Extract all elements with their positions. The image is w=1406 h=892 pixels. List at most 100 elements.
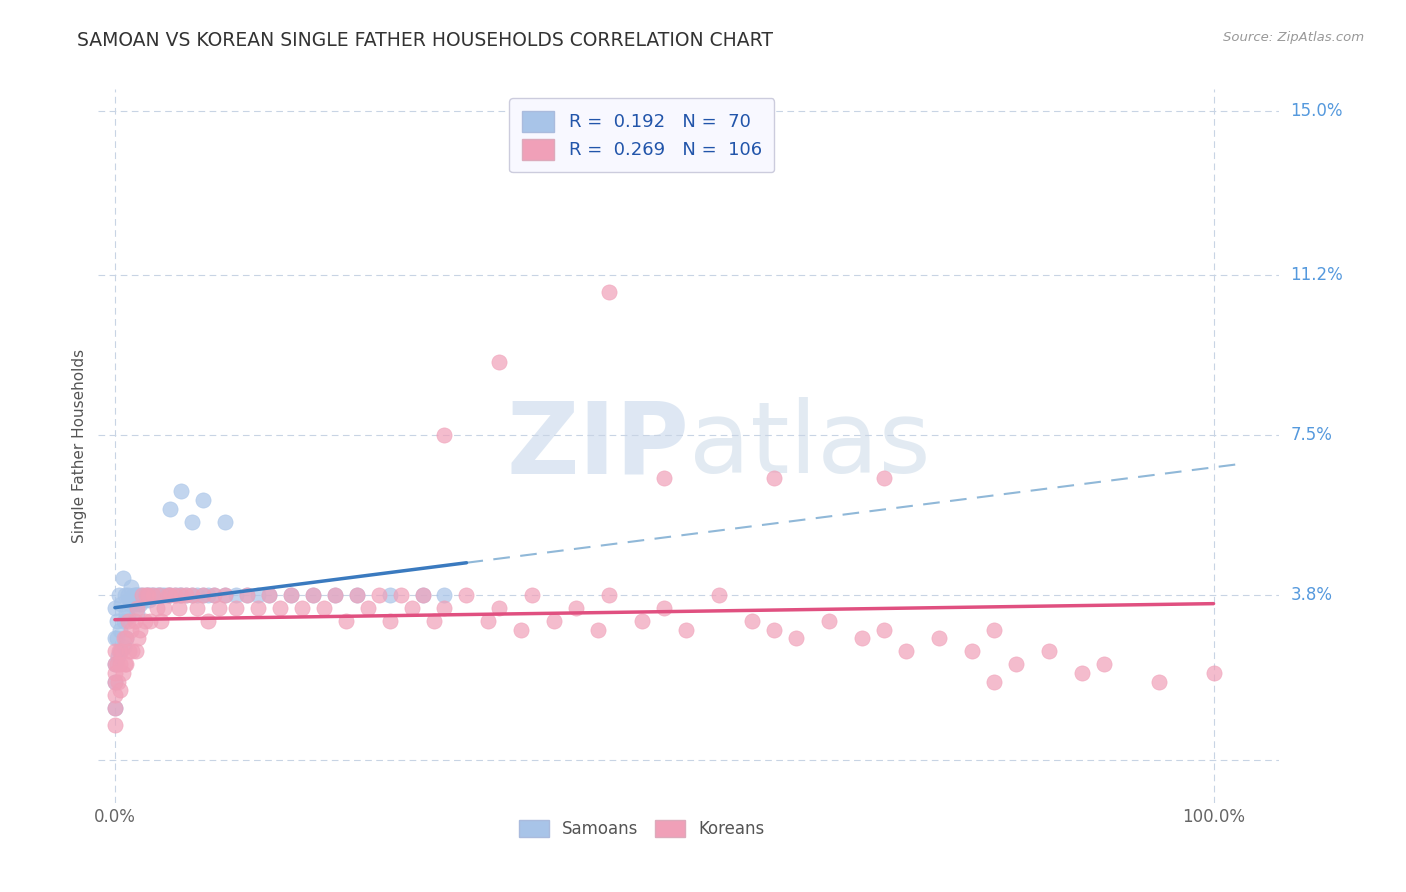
- Point: [118, 644, 141, 658]
- Point: [214, 588, 236, 602]
- Point: [1038, 644, 1060, 658]
- Point: [433, 428, 456, 442]
- Point: [104, 601, 127, 615]
- Point: [120, 597, 142, 611]
- Point: [105, 632, 128, 646]
- Point: [246, 588, 269, 602]
- Point: [150, 588, 173, 602]
- Text: 15.0%: 15.0%: [1291, 102, 1343, 120]
- Point: [107, 674, 129, 689]
- Point: [148, 588, 170, 602]
- Point: [522, 588, 544, 602]
- Legend: Samoans, Koreans: Samoans, Koreans: [512, 813, 772, 845]
- Point: [763, 471, 786, 485]
- Point: [202, 588, 225, 602]
- Point: [110, 597, 132, 611]
- Point: [104, 700, 127, 714]
- Text: Source: ZipAtlas.com: Source: ZipAtlas.com: [1223, 31, 1364, 45]
- Point: [104, 674, 127, 689]
- Point: [565, 601, 588, 615]
- Point: [104, 688, 127, 702]
- Point: [134, 592, 156, 607]
- Point: [118, 592, 141, 607]
- Point: [346, 588, 368, 602]
- Point: [112, 632, 135, 646]
- Point: [675, 623, 697, 637]
- Point: [301, 588, 323, 602]
- Point: [110, 644, 132, 658]
- Point: [235, 588, 257, 602]
- Text: 3.8%: 3.8%: [1291, 586, 1333, 604]
- Point: [225, 601, 247, 615]
- Point: [280, 588, 302, 602]
- Point: [510, 623, 533, 637]
- Point: [129, 623, 152, 637]
- Point: [108, 644, 131, 658]
- Point: [412, 588, 434, 602]
- Point: [165, 588, 187, 602]
- Point: [110, 683, 132, 698]
- Point: [105, 657, 128, 672]
- Point: [112, 614, 135, 628]
- Point: [269, 601, 291, 615]
- Text: ZIP: ZIP: [506, 398, 689, 494]
- Point: [356, 601, 378, 615]
- Point: [851, 632, 873, 646]
- Point: [894, 644, 917, 658]
- Point: [488, 601, 510, 615]
- Point: [323, 588, 346, 602]
- Point: [176, 588, 198, 602]
- Point: [104, 666, 127, 681]
- Point: [301, 588, 323, 602]
- Point: [131, 588, 153, 602]
- Point: [191, 493, 214, 508]
- Point: [202, 588, 225, 602]
- Point: [125, 601, 148, 615]
- Point: [983, 623, 1005, 637]
- Point: [167, 588, 190, 602]
- Point: [139, 614, 162, 628]
- Point: [401, 601, 423, 615]
- Y-axis label: Single Father Households: Single Father Households: [72, 349, 87, 543]
- Point: [928, 632, 950, 646]
- Point: [456, 588, 478, 602]
- Point: [186, 601, 208, 615]
- Point: [873, 623, 896, 637]
- Point: [785, 632, 807, 646]
- Point: [378, 614, 401, 628]
- Point: [125, 588, 148, 602]
- Point: [104, 644, 127, 658]
- Text: SAMOAN VS KOREAN SINGLE FATHER HOUSEHOLDS CORRELATION CHART: SAMOAN VS KOREAN SINGLE FATHER HOUSEHOLD…: [77, 31, 773, 50]
- Point: [156, 588, 179, 602]
- Text: 7.5%: 7.5%: [1291, 426, 1333, 444]
- Point: [631, 614, 654, 628]
- Point: [346, 588, 368, 602]
- Point: [214, 588, 236, 602]
- Point: [159, 588, 181, 602]
- Point: [167, 601, 190, 615]
- Point: [148, 588, 170, 602]
- Point: [818, 614, 841, 628]
- Point: [128, 588, 150, 602]
- Point: [136, 588, 159, 602]
- Point: [543, 614, 565, 628]
- Point: [1147, 674, 1170, 689]
- Point: [112, 640, 135, 654]
- Text: 11.2%: 11.2%: [1291, 266, 1343, 285]
- Point: [165, 588, 187, 602]
- Point: [117, 610, 139, 624]
- Point: [135, 588, 157, 602]
- Point: [214, 515, 236, 529]
- Point: [588, 623, 610, 637]
- Point: [150, 614, 173, 628]
- Point: [170, 484, 193, 499]
- Point: [134, 614, 156, 628]
- Point: [115, 606, 138, 620]
- Point: [125, 606, 148, 620]
- Point: [104, 632, 127, 646]
- Point: [323, 588, 346, 602]
- Point: [107, 648, 129, 663]
- Point: [246, 601, 269, 615]
- Point: [235, 588, 257, 602]
- Point: [141, 588, 163, 602]
